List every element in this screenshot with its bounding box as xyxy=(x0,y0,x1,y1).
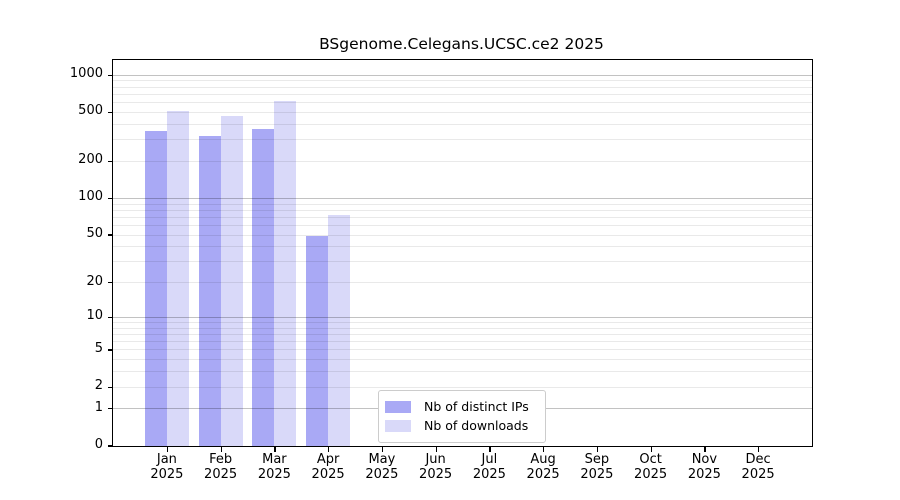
gridline-minor-40 xyxy=(113,246,812,248)
gridline-minor-7 xyxy=(113,333,812,335)
y-tick-5 xyxy=(107,349,112,351)
legend-swatch-downloads xyxy=(385,419,411,432)
gridline-minor-90 xyxy=(113,203,812,205)
y-tick-label-500: 500 xyxy=(78,103,103,119)
bar-distinct-ips-mar-2025 xyxy=(252,129,275,446)
x-tick-label-nov: Nov 2025 xyxy=(687,452,721,482)
bar-distinct-ips-apr-2025 xyxy=(306,236,329,446)
x-tick-label-dec: Dec 2025 xyxy=(741,452,775,482)
x-tick-label-mar: Mar 2025 xyxy=(257,452,291,482)
gridline-minor-5 xyxy=(113,349,812,351)
x-tick-oct-2025 xyxy=(650,447,652,452)
x-tick-mar-2025 xyxy=(274,447,276,452)
x-tick-label-apr: Apr 2025 xyxy=(311,452,345,482)
gridline-minor-30 xyxy=(113,261,812,263)
x-tick-label-sep: Sep 2025 xyxy=(580,452,614,482)
bar-downloads-mar-2025 xyxy=(274,101,297,446)
y-tick-200 xyxy=(107,160,112,162)
x-tick-label-oct: Oct 2025 xyxy=(634,452,668,482)
y-tick-label-1: 1 xyxy=(94,399,103,415)
gridline-minor-900 xyxy=(113,80,812,82)
x-tick-jun-2025 xyxy=(435,447,437,452)
gridline-minor-200 xyxy=(113,160,812,162)
x-tick-feb-2025 xyxy=(220,447,222,452)
gridline-minor-70 xyxy=(113,216,812,218)
gridline-minor-3 xyxy=(113,371,812,373)
x-tick-label-aug: Aug 2025 xyxy=(526,452,560,482)
x-tick-jan-2025 xyxy=(166,447,169,452)
x-tick-nov-2025 xyxy=(704,447,706,452)
legend: Nb of distinct IPs Nb of downloads xyxy=(378,390,546,443)
y-tick-0 xyxy=(107,445,112,447)
y-tick-label-50: 50 xyxy=(86,226,103,241)
legend-item-distinct-ips: Nb of distinct IPs xyxy=(385,397,539,416)
gridline-minor-8 xyxy=(113,327,812,329)
y-tick-label-100: 100 xyxy=(78,189,103,205)
gridline-minor-800 xyxy=(113,86,812,88)
y-tick-label-200: 200 xyxy=(78,152,103,168)
chart-title: BSgenome.Celegans.UCSC.ce2 2025 xyxy=(319,35,604,53)
y-tick-label-0: 0 xyxy=(94,437,103,452)
bar-downloads-apr-2025 xyxy=(328,215,351,446)
y-tick-label-10: 10 xyxy=(86,308,103,324)
gridline-minor-20 xyxy=(113,282,812,284)
x-tick-label-feb: Feb 2025 xyxy=(204,452,238,482)
gridline-major-100 xyxy=(113,197,812,199)
bar-downloads-feb-2025 xyxy=(220,115,243,446)
x-tick-may-2025 xyxy=(381,447,384,452)
gridline-minor-4 xyxy=(113,359,812,361)
gridline-minor-700 xyxy=(113,93,812,95)
gridline-minor-500 xyxy=(113,111,812,113)
bar-distinct-ips-feb-2025 xyxy=(198,135,221,446)
y-tick-2 xyxy=(107,386,112,388)
y-tick-500 xyxy=(107,111,112,113)
y-tick-50 xyxy=(107,234,112,236)
y-tick-label-1000: 1000 xyxy=(69,66,103,82)
legend-item-downloads: Nb of downloads xyxy=(385,416,539,435)
plot-area: Jan 2025 Feb 2025 Mar 2025 Apr 2025 May 2025 Jun 20… xyxy=(107,59,813,481)
x-tick-aug-2025 xyxy=(543,447,545,452)
gridline-minor-400 xyxy=(113,123,812,125)
gridline-minor-2 xyxy=(113,386,812,388)
x-tick-dec-2025 xyxy=(758,447,760,452)
legend-swatch-distinct-ips xyxy=(385,400,411,413)
x-tick-sep-2025 xyxy=(596,447,599,452)
x-tick-label-may: May 2025 xyxy=(365,452,399,482)
bar-downloads-jan-2025 xyxy=(166,110,189,446)
y-tick-20 xyxy=(107,282,112,284)
x-tick-label-jun: Jun 2025 xyxy=(419,452,453,482)
x-tick-jul-2025 xyxy=(489,447,491,452)
y-tick-10 xyxy=(107,316,112,318)
gridline-minor-80 xyxy=(113,209,812,211)
gridline-minor-300 xyxy=(113,139,812,141)
gridline-major-10 xyxy=(113,316,812,318)
gridline-minor-50 xyxy=(113,234,812,236)
y-tick-label-2: 2 xyxy=(94,378,103,394)
gridline-minor-9 xyxy=(113,321,812,323)
x-tick-apr-2025 xyxy=(328,447,330,452)
legend-label-distinct-ips: Nb of distinct IPs xyxy=(424,399,529,414)
bar-distinct-ips-jan-2025 xyxy=(144,130,167,446)
legend-label-downloads: Nb of downloads xyxy=(424,418,529,433)
x-tick-label-jan: Jan 2025 xyxy=(150,452,184,482)
gridline-major-1000 xyxy=(113,74,812,76)
x-tick-label-jul: Jul 2025 xyxy=(472,452,506,482)
gridline-minor-600 xyxy=(113,102,812,104)
y-tick-label-5: 5 xyxy=(94,340,103,356)
y-tick-100 xyxy=(107,197,112,199)
gridline-minor-60 xyxy=(113,224,812,226)
y-tick-1 xyxy=(107,408,112,410)
y-tick-label-20: 20 xyxy=(86,273,103,289)
gridline-minor-6 xyxy=(113,341,812,343)
y-tick-1000 xyxy=(107,74,112,76)
